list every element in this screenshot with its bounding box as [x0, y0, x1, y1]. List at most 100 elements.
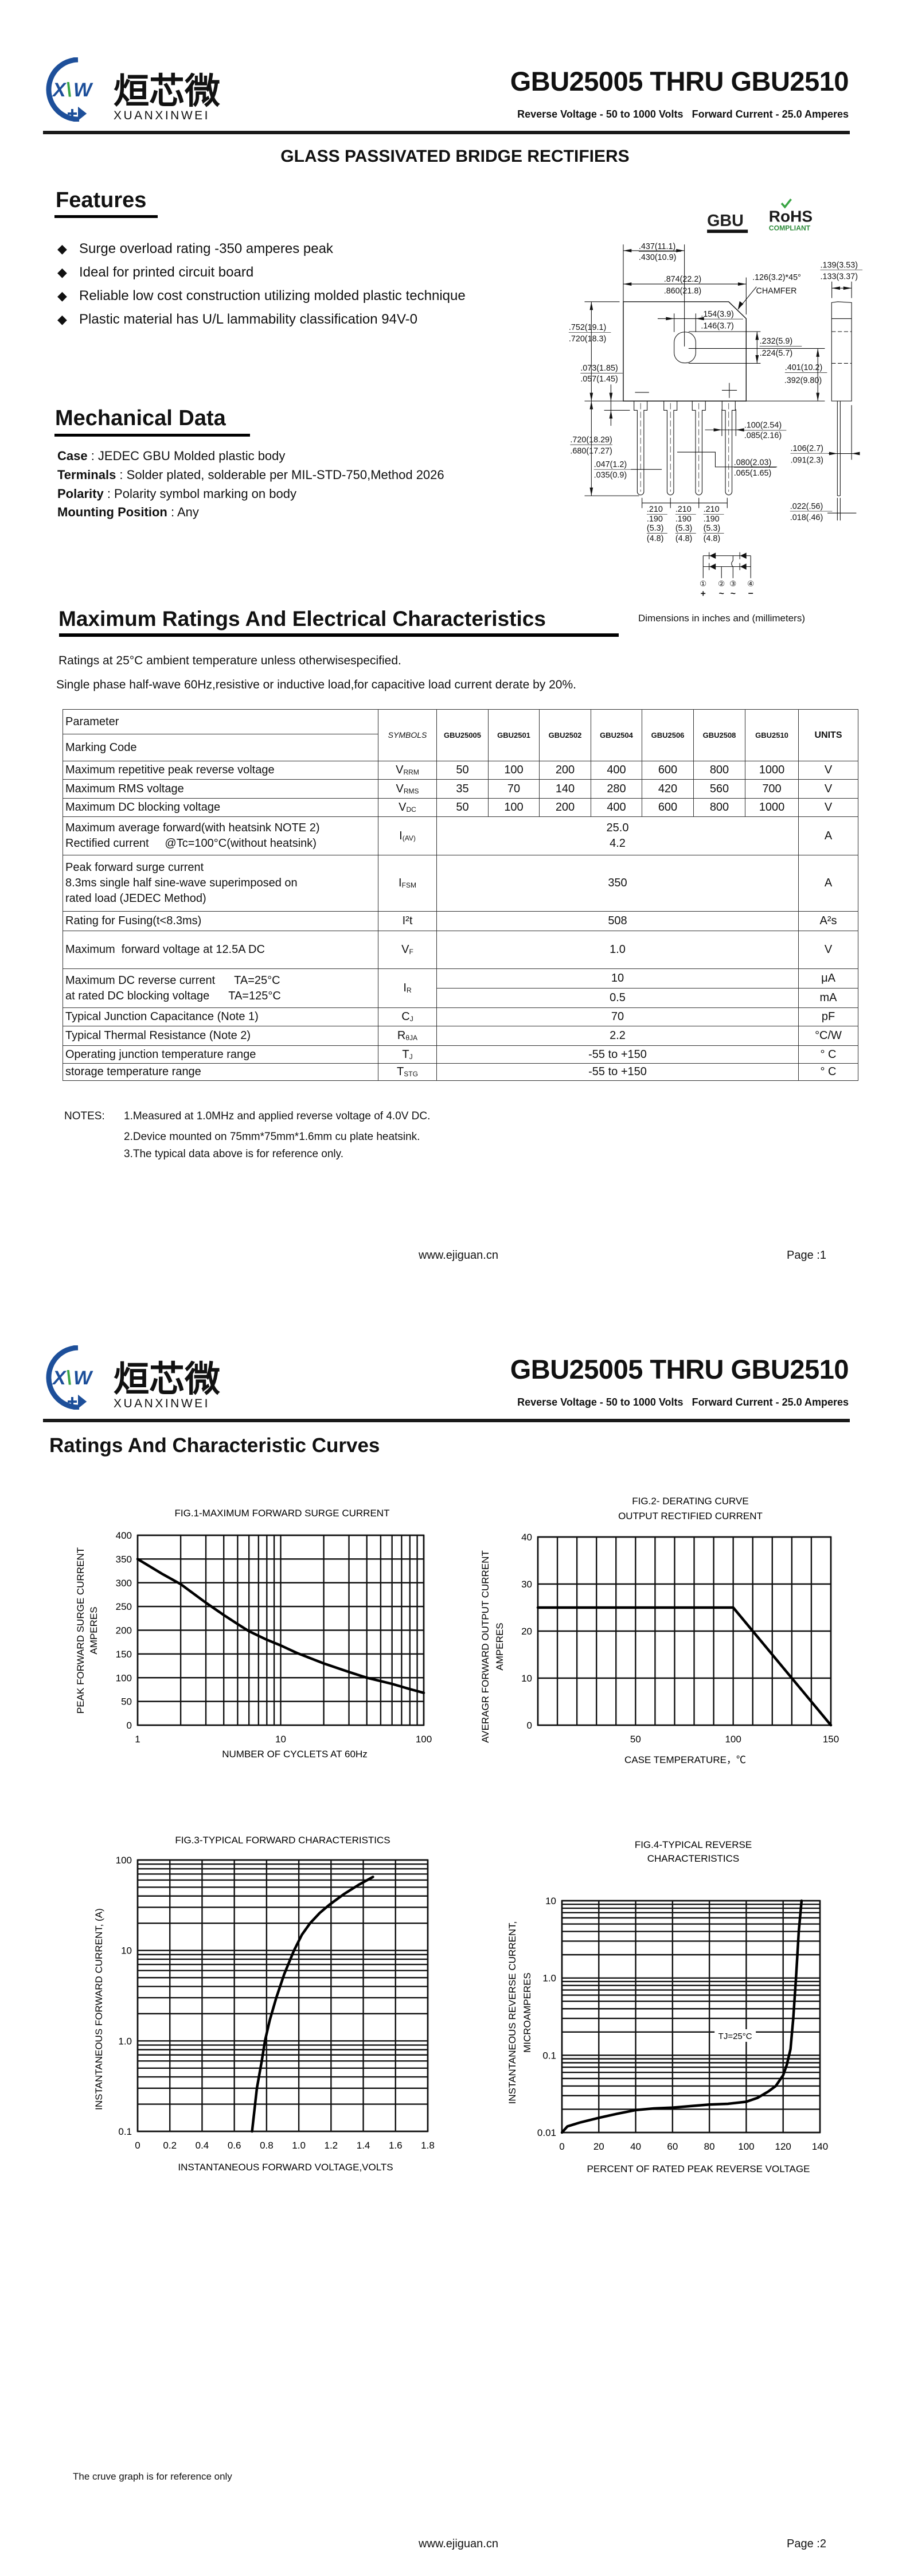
dimension-label: .232(5.9): [760, 337, 792, 346]
row-value: 560: [693, 779, 745, 799]
chart-title: FIG.2- DERATING CURVE: [632, 1496, 748, 1507]
row-value: 0.5: [436, 988, 799, 1008]
note-item: 1.Measured at 1.0MHz and applied reverse…: [124, 1110, 431, 1122]
package-pin: [721, 401, 736, 496]
y-tick-label: 400: [116, 1530, 132, 1541]
pin-polarity: ~: [719, 589, 724, 598]
chart-title: OUTPUT RECTIFIED CURRENT: [618, 1511, 763, 1522]
svg-text:W: W: [73, 79, 93, 101]
dimension-label: .035(0.9): [594, 471, 627, 480]
y-tick-label: 100: [116, 1672, 132, 1683]
page-title: GBU25005 THRU GBU2510: [510, 66, 849, 96]
header-model: GBU2508: [693, 709, 745, 761]
checkmark-icon: [780, 199, 792, 209]
row-symbol: I(AV): [378, 816, 437, 855]
plot-frame: [561, 1900, 821, 2134]
y-axis-label: PEAK FORWARD SURGE CURRENT: [75, 1547, 86, 1714]
dimension-label: .065(1.65): [734, 469, 771, 478]
ratings-condition-1: Ratings at 25°C ambient temperature unle…: [58, 654, 401, 667]
y-tick-label: 0: [127, 1720, 132, 1731]
package-label: GBU: [707, 212, 744, 230]
y-axis-label: AVERAGR FORWARD OUTPUT CURRENT: [480, 1550, 491, 1743]
x-tick-label: 0.8: [260, 2140, 274, 2151]
row-unit: ° C: [798, 1063, 858, 1081]
dimension-label: .091(2.3): [790, 456, 823, 465]
header-units: UNITS: [798, 709, 858, 761]
footer-url[interactable]: www.ejiguan.cn: [419, 1249, 498, 1262]
row-value: 100: [488, 761, 540, 780]
pin-number: ①: [700, 579, 706, 588]
plot-frame: [136, 1859, 429, 2133]
row-unit: μA: [798, 968, 858, 989]
chart-title: FIG.3-TYPICAL FORWARD CHARACTERISTICS: [175, 1835, 390, 1846]
feature-item: ◆ Ideal for printed circuit board: [57, 264, 254, 280]
x-tick-label: 1.2: [325, 2140, 338, 2151]
diamond-bullet-icon: ◆: [57, 242, 67, 256]
footer-page-number: Page :1: [787, 1249, 826, 1262]
chart-1: 1 10 100 0 50 100 150 200 250 300 350 400 FIG.1-MAXI…: [75, 1508, 432, 1760]
plot-frame: [136, 1534, 425, 1726]
rohs-logo: RoHS: [769, 208, 813, 225]
row-value: 800: [693, 761, 745, 780]
row-parameter: storage temperature range: [63, 1063, 378, 1081]
x-tick-label: 0.6: [228, 2140, 241, 2151]
y-tick-label: 0.1: [542, 2050, 556, 2061]
dimension-label: .680(17.27): [570, 447, 612, 456]
logo-ring-icon: [46, 57, 80, 122]
y-axis-label: MICROAMPERES: [522, 1972, 533, 2053]
company-logo: X \ W 烜芯微 XUANXINWEI: [46, 57, 220, 122]
ratings-underline: [59, 633, 619, 637]
y-tick-label: 0.1: [118, 2126, 132, 2137]
row-value: 70: [488, 779, 540, 799]
table-row: Typical Thermal Resistance (Note 2) RθJA 2…: [63, 1026, 858, 1046]
pin-pitch-label: (4.8): [675, 534, 693, 543]
row-value: 700: [745, 779, 799, 799]
row-symbol: IR: [378, 968, 437, 1008]
feature-item: ◆ Surge overload rating -350 amperes peak: [57, 241, 333, 256]
row-parameter: Maximum RMS voltage: [63, 779, 378, 799]
header-divider: [43, 1419, 850, 1422]
chart-title: FIG.1-MAXIMUM FORWARD SURGE CURRENT: [175, 1508, 390, 1519]
features-title: Features: [56, 188, 147, 212]
row-symbol: TJ: [378, 1045, 437, 1064]
pin-pitch-label: .190: [704, 515, 720, 524]
dimension-label: .224(5.7): [760, 349, 792, 358]
x-tick-label: 1: [135, 1734, 140, 1745]
dimension-label: .047(1.2): [594, 460, 627, 469]
row-value: 100: [488, 798, 540, 817]
pin-pitch-label: (5.3): [675, 524, 693, 533]
mechanical-data-title: Mechanical Data: [55, 406, 226, 430]
dimension-label: .401(10.2): [785, 363, 822, 372]
dimension-label: .430(10.9): [639, 253, 676, 262]
logo-chinese: 烜芯微: [114, 1360, 220, 1399]
pin-number: ④: [747, 579, 754, 588]
package-pin: [692, 401, 706, 496]
header-model: GBU2502: [539, 709, 591, 761]
dimension-label: .018(.46): [790, 513, 823, 523]
series-curve: [251, 1875, 374, 2133]
table-row: Peak forward surge current 8.3ms single …: [63, 855, 858, 912]
diamond-bullet-icon: ◆: [57, 312, 67, 326]
x-tick-label: 60: [667, 2141, 678, 2152]
footer-url[interactable]: www.ejiguan.cn: [419, 2538, 498, 2550]
y-tick-label: 0: [527, 1720, 532, 1731]
svg-text:\: \: [66, 1367, 71, 1389]
row-symbol: VDC: [378, 798, 437, 817]
table-row: Maximum DC reverse current TA=25°C at ra…: [63, 968, 858, 1008]
row-unit: A: [798, 816, 858, 855]
row-value: 600: [642, 761, 694, 780]
series-curve: [560, 1899, 803, 2134]
y-axis-label: INSTANTANEOUS REVERSE CURRENT,: [507, 1921, 518, 2104]
pin-polarity: ~: [731, 589, 736, 598]
row-parameter: Typical Junction Capacitance (Note 1): [63, 1007, 378, 1026]
row-value: 50: [436, 761, 489, 780]
row-symbol: CJ: [378, 1007, 437, 1026]
diode-icon: [68, 106, 87, 121]
header-model: GBU25005: [436, 709, 489, 761]
page-subtitle: Reverse Voltage - 50 to 1000 Volts Forwa…: [517, 1396, 849, 1408]
mech-case: Case : JEDEC GBU Molded plastic body: [57, 449, 286, 463]
dimension-label: .146(3.7): [701, 322, 733, 331]
pin-number: ③: [729, 579, 736, 588]
table-row: Maximum RMS voltage VRMS 35 70 140 280 420 560 7…: [63, 779, 858, 799]
row-value: 70: [436, 1007, 799, 1026]
